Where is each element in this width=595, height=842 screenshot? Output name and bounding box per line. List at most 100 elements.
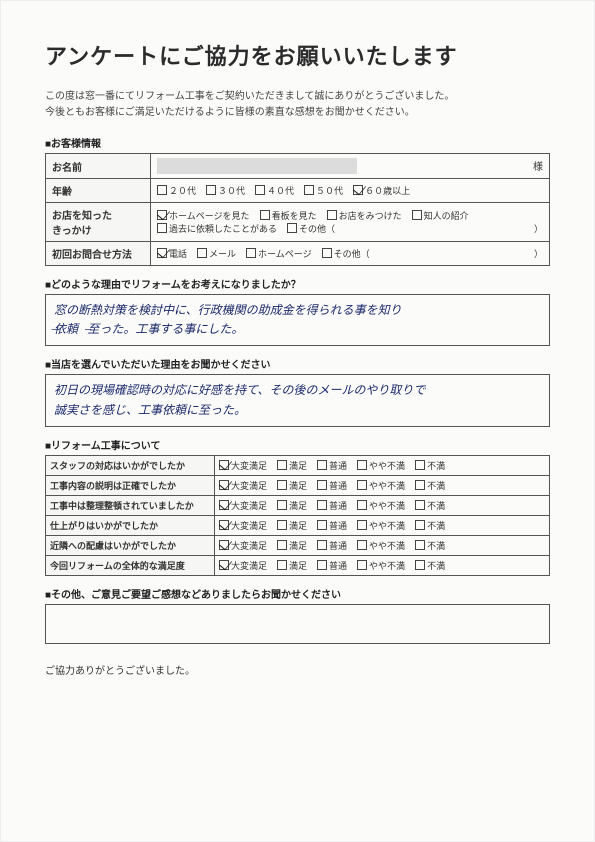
checkbox-option[interactable]: 不満	[415, 519, 445, 532]
checkbox-icon	[260, 210, 270, 220]
row-name: お名前 様	[46, 154, 550, 179]
rating-label: 工事内容の説明は正確でしたか	[46, 475, 215, 495]
checkbox-option[interactable]: 大変満足	[219, 479, 267, 492]
section-header-reason: ■どのような理由でリフォームをお考えになりましたか？	[45, 276, 550, 291]
checkbox-option[interactable]: 大変満足	[219, 459, 267, 472]
checkbox-option[interactable]: 普通	[317, 519, 347, 532]
customer-info-table: お名前 様 年齢 ２０代 ３０代 ４０代 ５０代 ６０歳以上 お店を知った きっかけ ホ…	[45, 153, 550, 266]
checkbox-option[interactable]: ホームページを見た	[157, 209, 250, 222]
checkbox-option[interactable]: 不満	[415, 539, 445, 552]
intro-line-1: この度は窓一番にてリフォーム工事をご契約いただきまして誠にありがとうございました…	[45, 91, 454, 102]
checkbox-label: 普通	[329, 541, 347, 551]
checkbox-label: 大変満足	[231, 521, 267, 531]
rating-label: 仕上がりはいかがでしたか	[46, 515, 215, 535]
label-source: お店を知った きっかけ	[46, 203, 151, 242]
checkbox-label: ２０代	[169, 186, 196, 196]
rating-label: 工事中は整理整頓されていましたか	[46, 495, 215, 515]
checkbox-option[interactable]: 看板を見た	[260, 209, 317, 222]
checkbox-option[interactable]: その他（	[287, 222, 335, 235]
checkbox-option[interactable]: やや不満	[357, 459, 405, 472]
checkbox-option[interactable]: 不満	[415, 559, 445, 572]
checkbox-icon	[277, 480, 287, 490]
checkbox-label: 普通	[329, 481, 347, 491]
checkbox-option[interactable]: メール	[197, 247, 236, 260]
checkbox-option[interactable]: 普通	[317, 499, 347, 512]
checkbox-label: 満足	[289, 541, 307, 551]
checkbox-option[interactable]: 不満	[415, 479, 445, 492]
checkbox-option[interactable]: 普通	[317, 539, 347, 552]
checkbox-icon	[415, 520, 425, 530]
checkbox-option[interactable]: やや不満	[357, 499, 405, 512]
checkbox-option[interactable]: 大変満足	[219, 559, 267, 572]
row-inquiry: 初回お問合せ方法 電話メールホームページその他（）	[46, 242, 550, 266]
checkbox-label: お店をみつけた	[339, 211, 402, 221]
other-comment-box	[45, 604, 550, 644]
checkbox-option[interactable]: 普通	[317, 459, 347, 472]
checkbox-option[interactable]: 過去に依頼したことがある	[157, 222, 277, 235]
checkbox-option[interactable]: 満足	[277, 459, 307, 472]
checkbox-option[interactable]: 大変満足	[219, 519, 267, 532]
rating-options-cell: 大変満足 満足 普通やや不満不満	[215, 535, 550, 555]
checkbox-label: 普通	[329, 461, 347, 471]
checkbox-option[interactable]: やや不満	[357, 479, 405, 492]
checkbox-label: やや不満	[369, 481, 405, 491]
checkbox-label: 不満	[427, 501, 445, 511]
checkbox-option[interactable]: 大変満足	[219, 539, 267, 552]
checkbox-option[interactable]: ２０代	[157, 184, 196, 197]
rating-label: 今回リフォームの全体的な満足度	[46, 555, 215, 575]
choose-answer-box: 初日の現場確認時の対応に好感を持て、その後のメールのやり取りで誠実さを感じ、工事…	[45, 374, 550, 426]
rating-label: 近隣への配慮はいかがでしたか	[46, 535, 215, 555]
page-title: アンケートにご協力をお願いいたします	[45, 39, 550, 71]
checkbox-icon	[206, 185, 216, 195]
checkbox-label: 知人の紹介	[424, 211, 469, 221]
checkbox-icon	[357, 500, 367, 510]
checkbox-option[interactable]: その他（	[322, 247, 370, 260]
checkbox-option[interactable]: 不満	[415, 459, 445, 472]
checkbox-option[interactable]: ６０歳以上	[353, 184, 410, 197]
rating-options-cell: 大変満足満足 普通やや不満 不満	[215, 555, 550, 575]
checkbox-icon	[415, 500, 425, 510]
checkbox-option[interactable]: 満足	[277, 519, 307, 532]
checkbox-icon	[412, 210, 422, 220]
checkbox-option[interactable]: ４０代	[255, 184, 294, 197]
checkbox-label: 大変満足	[231, 481, 267, 491]
checkbox-option[interactable]: ３０代	[206, 184, 245, 197]
checkbox-option[interactable]: 満足	[277, 559, 307, 572]
checkbox-option[interactable]: 普通	[317, 479, 347, 492]
checkbox-option[interactable]: 大変満足	[219, 499, 267, 512]
checkbox-option[interactable]: 満足	[277, 499, 307, 512]
checkbox-label: 普通	[329, 501, 347, 511]
checkbox-label: 大変満足	[231, 461, 267, 471]
checkbox-icon	[415, 480, 425, 490]
name-suffix: 様	[533, 158, 543, 173]
checkbox-icon	[304, 185, 314, 195]
checkbox-icon	[277, 460, 287, 470]
checkbox-option[interactable]: やや不満	[357, 539, 405, 552]
section-header-choose: ■当店を選んでいただいた理由をお聞かせください	[45, 356, 550, 371]
label-age: 年齢	[46, 179, 151, 203]
checkbox-option[interactable]: 電話	[157, 247, 187, 260]
checkbox-option[interactable]: やや不満	[357, 559, 405, 572]
checkbox-option[interactable]: 普通	[317, 559, 347, 572]
reason-answer-text: 窓の断熱対策を検討中に、行政機関の助成金を得られる事を知り̶̶依頼し̶̶至った。…	[54, 303, 402, 336]
checkbox-icon	[322, 248, 332, 258]
checkbox-label: 普通	[329, 561, 347, 571]
checkbox-option[interactable]: お店をみつけた	[327, 209, 402, 222]
checkbox-option[interactable]: 知人の紹介	[412, 209, 469, 222]
checkbox-option[interactable]: 満足	[277, 479, 307, 492]
checkbox-icon	[415, 460, 425, 470]
checkbox-icon	[415, 540, 425, 550]
checkbox-label: 不満	[427, 561, 445, 571]
checkbox-option[interactable]: やや不満	[357, 519, 405, 532]
checkbox-label: 過去に依頼したことがある	[169, 224, 277, 234]
checkbox-option[interactable]: ５０代	[304, 184, 343, 197]
checkbox-label: ３０代	[218, 186, 245, 196]
checkbox-icon	[357, 520, 367, 530]
checkbox-option[interactable]: 満足	[277, 539, 307, 552]
closing-text: ご協力ありがとうございました。	[45, 662, 550, 677]
intro-text: この度は窓一番にてリフォーム工事をご契約いただきまして誠にありがとうございました…	[45, 89, 550, 121]
checkbox-option[interactable]: ホームページ	[246, 247, 312, 260]
checkbox-icon	[219, 540, 229, 550]
checkbox-option[interactable]: 不満	[415, 499, 445, 512]
checkbox-label: 不満	[427, 461, 445, 471]
